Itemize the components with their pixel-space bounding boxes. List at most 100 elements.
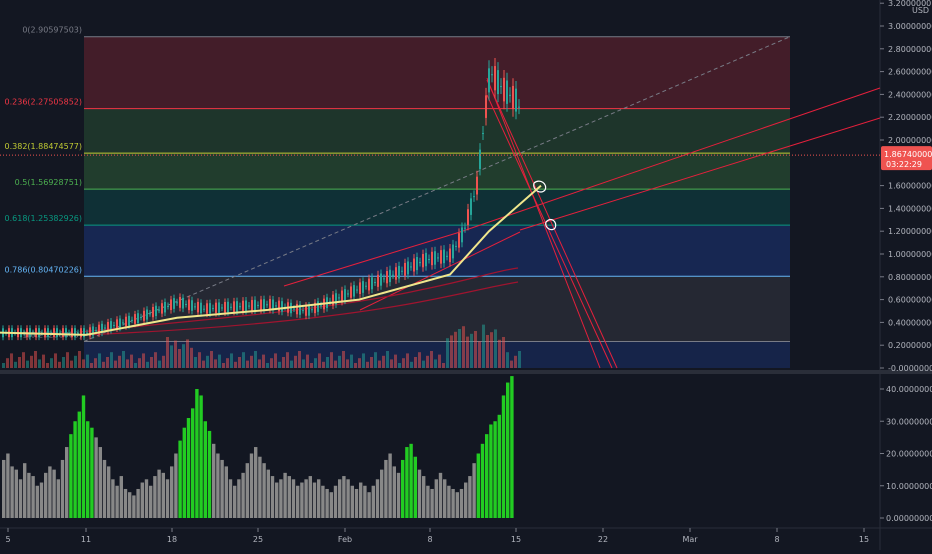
volume-bar <box>18 357 21 368</box>
volume-bar <box>386 351 389 368</box>
oscillator-tick-label: 10.00000000 <box>886 482 932 491</box>
candle-body <box>353 285 355 297</box>
time-tick-label: 22 <box>598 535 608 544</box>
fib-label-0.236: 0.236(2.27505852) <box>5 98 83 107</box>
oscillator-bar <box>123 488 128 518</box>
fibonacci-retracement[interactable]: 0(2.90597503) 0.236(2.27505852) 0.382(1.88… <box>5 26 791 368</box>
candle-body <box>194 306 196 308</box>
candle-body <box>254 299 256 311</box>
candle-body <box>476 176 478 195</box>
price-tick-label: 0.40000000 <box>888 318 932 327</box>
candle-body <box>341 290 343 302</box>
candle-body <box>245 300 247 312</box>
oscillator-tick-label: 20.00000000 <box>886 450 932 459</box>
volume-bar <box>318 353 321 368</box>
candle-body <box>509 94 511 96</box>
volume-bar <box>346 359 349 368</box>
volume-bar <box>510 360 513 368</box>
volume-bar <box>502 337 505 368</box>
oscillator-bar <box>35 485 39 518</box>
candle-body <box>149 313 151 315</box>
candle-body <box>398 265 400 279</box>
oscillator-bar <box>455 492 459 518</box>
candle-body <box>161 303 163 314</box>
volume-bar <box>422 360 425 368</box>
candle-body <box>86 332 88 334</box>
oscillator-bar <box>401 459 405 518</box>
oscillator-bar <box>157 469 161 518</box>
volume-bar <box>342 351 345 368</box>
candle-body <box>71 328 73 338</box>
candle-body <box>212 308 214 310</box>
volume-bar <box>278 361 281 368</box>
oscillator-tick-label: 40.00000000 <box>886 385 932 394</box>
oscillator-bar <box>413 456 417 518</box>
volume-bar <box>294 355 297 368</box>
candle-body <box>266 304 268 306</box>
oscillator-bar <box>6 453 10 518</box>
candle-body <box>257 304 259 306</box>
candle-body <box>431 251 433 266</box>
oscillator-bar <box>346 479 350 518</box>
oscillator-bar <box>178 440 182 518</box>
candle-body <box>416 257 418 271</box>
candle-body <box>293 308 295 310</box>
oscillator-axis[interactable]: 40.00000000 30.00000000 20.00000000 10.0000… <box>880 385 932 523</box>
oscillator-bar <box>392 466 396 518</box>
candle-body <box>368 278 370 291</box>
volume-bar <box>154 352 157 368</box>
trend-lines[interactable] <box>79 77 881 369</box>
volume-bar <box>178 349 181 368</box>
volume-bar <box>454 331 457 368</box>
volume-bar <box>246 360 249 368</box>
time-axis[interactable]: 5 11 18 25 Feb 8 15 22 Mar 8 15 <box>5 528 869 544</box>
volume-bar <box>514 355 517 368</box>
candle-body <box>302 310 304 312</box>
candle-body <box>125 316 127 327</box>
volume-bar <box>498 339 501 368</box>
candle-body <box>305 305 307 316</box>
trend-line-4 <box>486 77 601 369</box>
lower-curve-1 <box>79 267 519 333</box>
volume-bar <box>274 353 277 368</box>
candle-body <box>371 277 373 290</box>
oscillator-bar <box>165 479 170 518</box>
current-price-box <box>881 146 932 171</box>
oscillator-bar <box>266 469 270 518</box>
candle-body <box>473 196 475 198</box>
candle-body <box>446 255 448 257</box>
oscillator-bar <box>220 459 224 518</box>
candle-body <box>275 305 277 307</box>
volume-bar <box>122 351 125 368</box>
price-axis[interactable]: 3.2000000 3.00000000 2.80000000 2.60000000 2… <box>880 0 932 373</box>
candle-body <box>179 297 181 308</box>
volume-bar <box>374 352 377 368</box>
candle-body <box>434 251 436 265</box>
oscillator-bar <box>102 459 107 518</box>
oscillator-bar <box>489 424 493 518</box>
candle-body <box>344 289 346 301</box>
volume-bar <box>242 352 245 368</box>
volume-bar <box>218 354 221 368</box>
oscillator-tick-label: 30.00000000 <box>886 417 932 426</box>
candle-body <box>80 328 82 338</box>
price-tick-label: 2.60000000 <box>888 68 932 77</box>
oscillator-bar <box>384 459 388 518</box>
oscillator-bar <box>388 453 392 518</box>
candle-body <box>176 302 178 304</box>
candle-body <box>92 326 94 336</box>
oscillator-bar <box>56 479 60 518</box>
price-tick-label: 0.80000000 <box>888 273 932 282</box>
candle-body <box>59 332 61 334</box>
oscillator-bar <box>86 421 90 518</box>
oscillator-bar <box>325 488 329 518</box>
volume-bar <box>98 353 101 368</box>
oscillator-bar <box>207 430 212 518</box>
volume-bar <box>474 331 477 368</box>
trend-line-2 <box>459 87 881 233</box>
oscillator-bar <box>480 443 485 518</box>
oscillator-bar <box>359 482 363 518</box>
fib-zone-0.5 <box>84 189 790 226</box>
